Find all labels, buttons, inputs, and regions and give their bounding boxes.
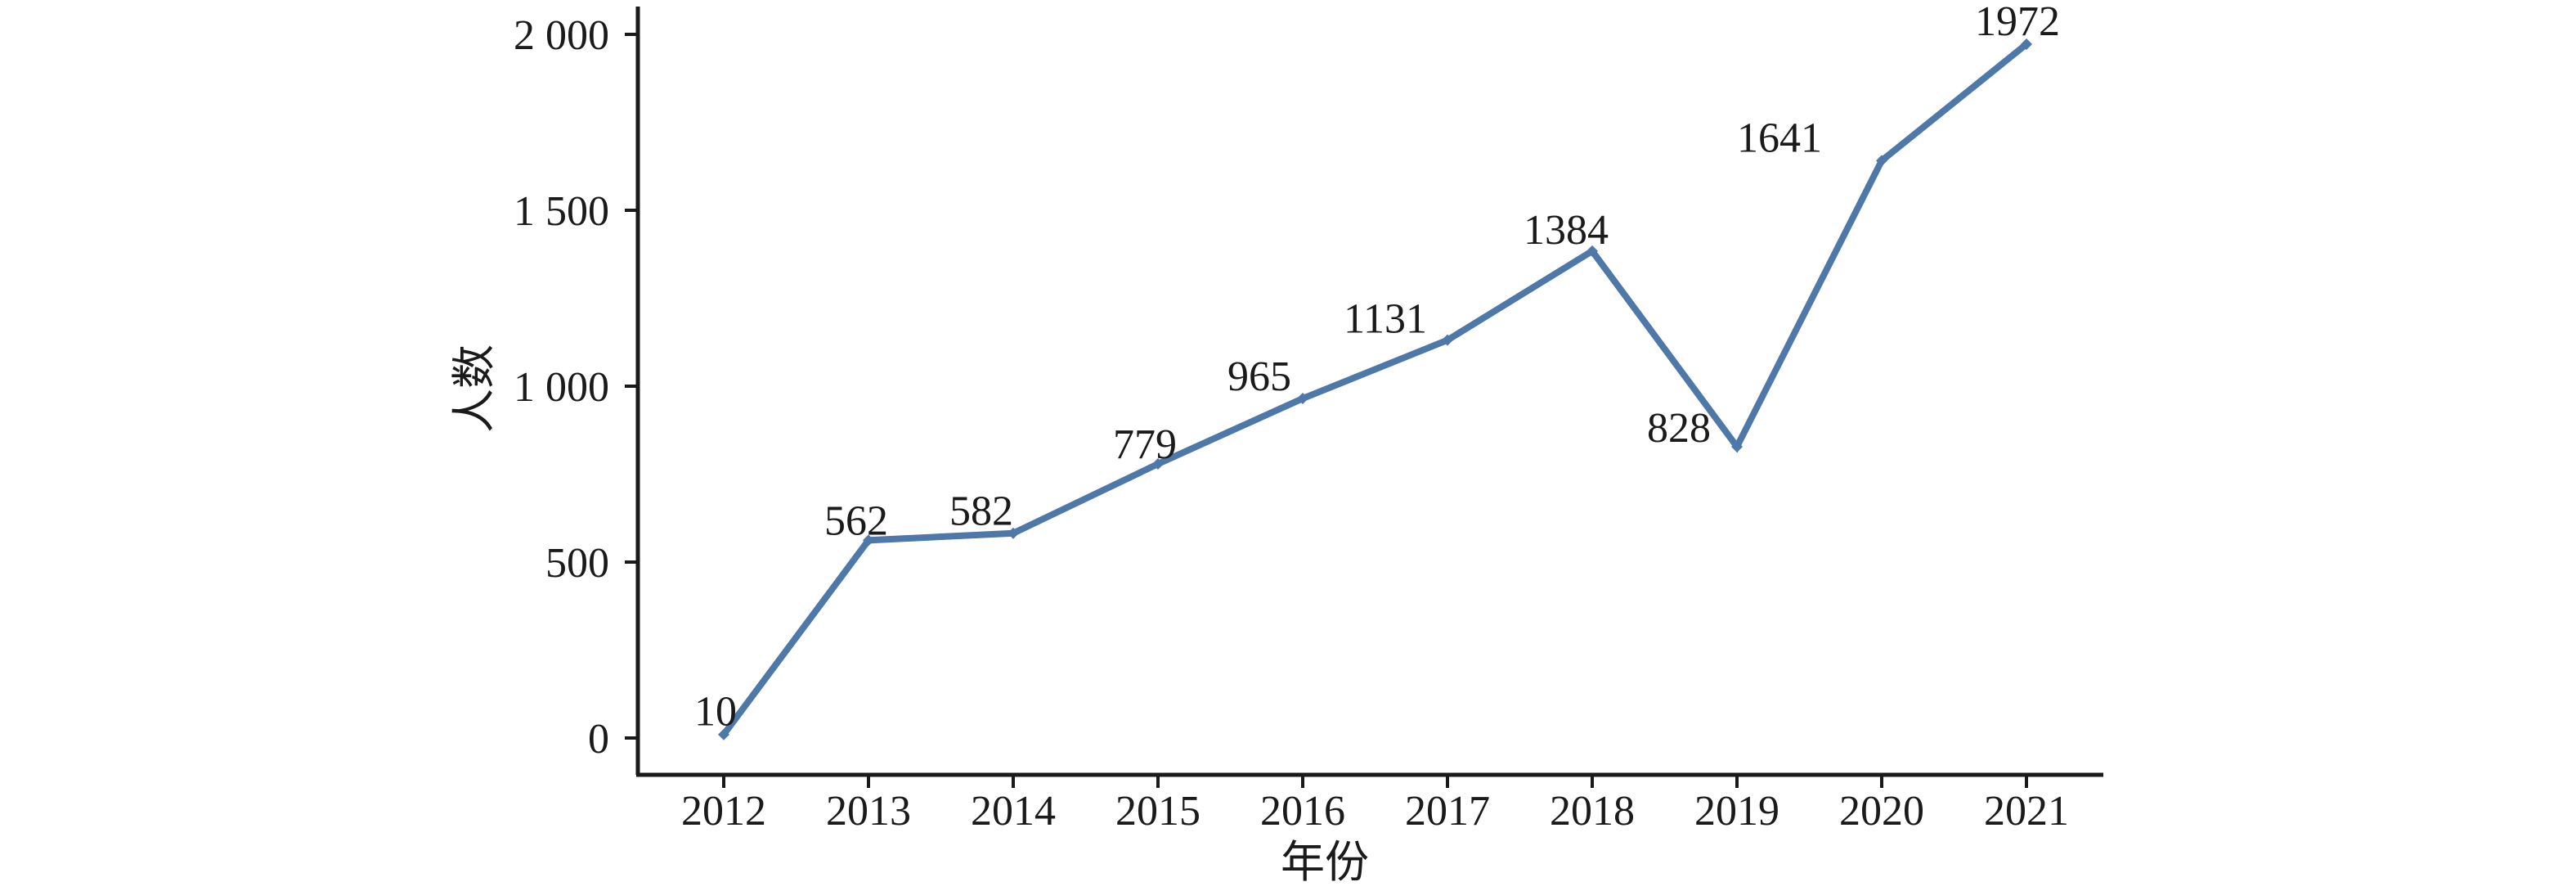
data-point-label: 1384 [1524,207,1609,254]
data-point-label: 1641 [1737,115,1822,161]
data-point-label: 828 [1647,405,1711,452]
x-tick-label: 2014 [971,788,1056,835]
x-tick-label: 2012 [681,788,766,835]
data-point-label: 582 [949,488,1013,535]
data-point-marker [1008,527,1019,539]
data-point-label: 562 [824,497,888,544]
x-tick-label: 2016 [1260,788,1345,835]
x-tick-label: 2019 [1694,788,1779,835]
data-line [720,41,2029,737]
y-tick-label: 1 500 [514,188,609,235]
data-point-marker [1731,440,1743,452]
x-tick-label: 2017 [1405,788,1490,835]
y-tick-label: 500 [545,540,609,587]
data-point-marker [1876,155,1887,167]
data-point-marker [1152,458,1164,470]
x-tick-label: 2018 [1550,788,1635,835]
x-tick-label: 2020 [1839,788,1924,835]
data-point-marker [718,728,729,740]
data-point-marker [863,534,874,547]
y-tick-label: 1 000 [514,364,609,411]
data-point-label: 10 [694,689,737,736]
y-tick-label: 2 000 [514,12,609,59]
x-tick-label: 2015 [1115,788,1200,835]
data-point-marker [1442,334,1453,346]
x-axis-title: 年份 [1281,838,1369,887]
data-point-marker [1586,245,1598,257]
x-tick-label: 2013 [826,788,911,835]
data-point-label: 1131 [1344,296,1427,343]
data-point-label: 779 [1113,421,1177,468]
data-point-marker [1297,393,1308,405]
y-tick-label: 0 [588,716,609,763]
data-point-label: 965 [1227,353,1291,400]
x-tick-label: 2021 [1984,788,2069,835]
data-point-marker [2021,38,2032,51]
data-point-label: 1972 [1975,0,2060,45]
y-axis-title: 人数 [450,344,499,433]
